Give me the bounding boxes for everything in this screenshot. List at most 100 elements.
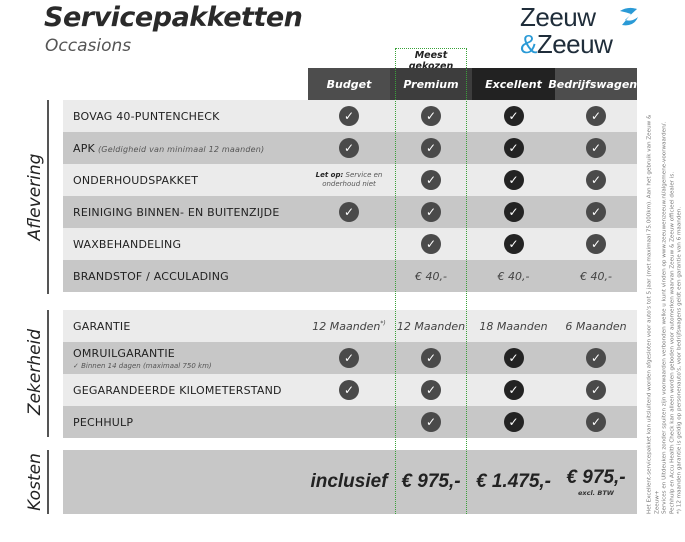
- table-cell: [308, 260, 390, 292]
- row-label: BOVAG 40-PUNTENCHECK: [73, 110, 220, 123]
- check-icon: ✓: [586, 138, 606, 158]
- row-label-text: WAXBEHANDELING: [73, 237, 182, 251]
- check-icon: ✓: [421, 202, 441, 222]
- check-icon: ✓: [503, 380, 524, 400]
- table-cell: € 40,-: [390, 260, 472, 292]
- cell-value: € 40,-: [580, 269, 612, 283]
- table-cell: ✓: [472, 196, 555, 228]
- check-icon: ✓: [586, 234, 606, 254]
- row-label-text: BRANDSTOF / ACCULADING: [73, 269, 229, 283]
- row-label: PECHHULP: [73, 416, 133, 429]
- section-divider: [47, 450, 49, 514]
- table-cell: 18 Maanden: [472, 310, 555, 342]
- check-icon: ✓: [586, 202, 606, 222]
- table-cell: ✓: [555, 196, 637, 228]
- table-cell: ✓: [390, 164, 472, 196]
- table-cell: ✓: [308, 374, 390, 406]
- price-note: excl. BTW: [578, 489, 614, 497]
- warning-text: Service en onderhoud niet: [322, 171, 383, 188]
- warning-label: Let op:: [315, 171, 344, 179]
- check-icon: ✓: [421, 106, 441, 126]
- logo-text: Zeeuw: [536, 29, 613, 59]
- table-cell: ✓: [390, 374, 472, 406]
- cell-text: 12 Maanden: [312, 319, 381, 333]
- check-icon: ✓: [503, 170, 524, 190]
- section-kosten: inclusief € 975,- € 1.475,- € 975,- excl. BT…: [63, 450, 637, 514]
- row-label-text: OMRUILGARANTIE: [73, 347, 175, 360]
- table-row: PECHHULP ✓ ✓ ✓: [63, 406, 637, 438]
- table-cell: ✓: [472, 342, 555, 374]
- row-label: ONDERHOUDSPAKKET: [73, 174, 198, 187]
- row-label-text: REINIGING BINNEN- EN BUITENZIJDE: [73, 205, 280, 219]
- table-cell: ✓: [308, 100, 390, 132]
- row-label-text: BOVAG 40-PUNTENCHECK: [73, 109, 220, 123]
- check-icon: ✓: [586, 412, 606, 432]
- section-zekerheid: GARANTIE 12 Maanden*) 12 Maanden 18 Maanden…: [63, 310, 637, 438]
- table-row: GEGARANDEERDE KILOMETERSTAND ✓ ✓ ✓ ✓: [63, 374, 637, 406]
- warning-note: Let op: Service en onderhoud niet: [308, 171, 390, 189]
- table-cell: ✓: [472, 132, 555, 164]
- table-cell: ✓: [555, 228, 637, 260]
- price-value: € 975,-: [566, 467, 626, 488]
- table-cell: ✓: [555, 406, 637, 438]
- logo-swoosh-icon: [620, 7, 638, 26]
- check-icon: ✓: [421, 412, 441, 432]
- table-cell: Let op: Service en onderhoud niet: [308, 164, 390, 196]
- table-cell: € 40,-: [555, 260, 637, 292]
- check-icon: ✓: [339, 348, 359, 368]
- footnote-marker: *): [380, 319, 386, 327]
- table-cell: ✓: [555, 342, 637, 374]
- footnote: Het Excellent-servicepakket kan uitsluit…: [646, 114, 683, 514]
- check-icon: ✓: [586, 348, 606, 368]
- check-icon: ✓: [503, 234, 524, 254]
- column-header-budget: Budget: [308, 68, 390, 100]
- check-icon: ✓: [339, 138, 359, 158]
- column-header-excellent: Excellent: [472, 68, 555, 100]
- table-cell: ✓: [555, 164, 637, 196]
- row-label-text: ONDERHOUDSPAKKET: [73, 173, 199, 187]
- table-cell: ✓: [390, 100, 472, 132]
- table-cell: ✓: [555, 132, 637, 164]
- logo-text: Zeeuw: [520, 2, 596, 32]
- check-icon: ✓: [503, 138, 524, 158]
- row-label: GEGARANDEERDE KILOMETERSTAND: [73, 384, 282, 397]
- row-label-text: GEGARANDEERDE KILOMETERSTAND: [73, 383, 282, 397]
- table-row: WAXBEHANDELING ✓ ✓ ✓: [63, 228, 637, 260]
- table-cell: ✓: [390, 196, 472, 228]
- table-cell: ✓: [472, 164, 555, 196]
- table-cell: [308, 406, 390, 438]
- row-label-text: APK: [73, 141, 95, 155]
- page-subtitle: Occasions: [45, 36, 132, 56]
- row-label: WAXBEHANDELING: [73, 238, 181, 251]
- check-icon: ✓: [503, 202, 524, 222]
- page-title: Servicepakketten: [44, 2, 303, 33]
- logo-ampersand: &: [520, 29, 537, 59]
- table-cell: ✓: [555, 100, 637, 132]
- cell-value: € 40,-: [497, 269, 530, 283]
- table-cell: 12 Maanden*): [308, 310, 390, 342]
- row-label: REINIGING BINNEN- EN BUITENZIJDE: [73, 206, 279, 219]
- check-icon: ✓: [421, 170, 441, 190]
- table-cell: inclusief: [308, 450, 390, 514]
- check-icon: ✓: [503, 348, 524, 368]
- row-subnote: ✓ Binnen 14 dagen (maximaal 750 km): [73, 362, 212, 370]
- check-icon: ✓: [421, 138, 441, 158]
- table-row: BRANDSTOF / ACCULADING € 40,- € 40,- € 40,-: [63, 260, 637, 292]
- table-cell: ✓: [308, 132, 390, 164]
- check-icon: ✓: [421, 380, 441, 400]
- check-icon: ✓: [503, 412, 524, 432]
- row-label-text: GARANTIE: [73, 319, 131, 333]
- cell-value: 18 Maanden: [479, 319, 548, 333]
- section-aflevering: BOVAG 40-PUNTENCHECK ✓ ✓ ✓ ✓ APK (Geldigheid v…: [63, 100, 637, 292]
- table-cell: ✓: [555, 374, 637, 406]
- price-value: inclusief: [310, 471, 388, 492]
- section-divider: [47, 100, 49, 294]
- row-note: (Geldigheid van minimaal 12 maanden): [97, 144, 265, 154]
- section-label-aflevering: Aflevering: [25, 153, 45, 241]
- check-icon: ✓: [339, 202, 359, 222]
- row-label: OMRUILGARANTIE: [73, 347, 175, 360]
- table-cell: € 975,-: [390, 450, 472, 514]
- check-icon: ✓: [339, 106, 359, 126]
- check-icon: ✓: [503, 106, 524, 126]
- cell-value: 12 Maanden: [396, 319, 466, 333]
